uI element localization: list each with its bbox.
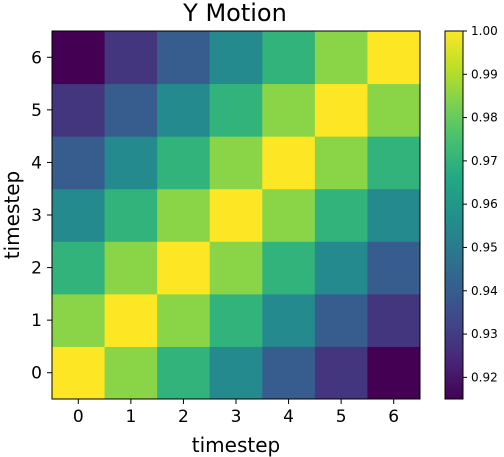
x-tick-label: 5 <box>336 407 347 427</box>
y-tick-label: 3 <box>31 206 42 226</box>
heatmap-cell <box>367 188 421 242</box>
y-tick-label: 0 <box>31 364 42 384</box>
heatmap-cell <box>367 31 421 85</box>
heatmap-cell <box>157 31 211 85</box>
heatmap-cell <box>157 188 211 242</box>
y-tick-label: 2 <box>31 259 42 279</box>
heatmap-cell <box>367 83 421 137</box>
heatmap-cell <box>262 293 316 347</box>
colorbar-tick-label: 0.99 <box>471 67 498 81</box>
heatmap-cell <box>209 346 263 400</box>
y-tick-label: 1 <box>31 311 42 331</box>
chart-title: Y Motion <box>182 0 287 27</box>
heatmap-cell <box>314 293 368 347</box>
y-axis-ticks: 0 1 2 3 4 5 6 <box>31 48 52 384</box>
colorbar-tick-label: 0.97 <box>471 154 498 168</box>
heatmap-cell <box>314 241 368 295</box>
heatmap-cell <box>314 83 368 137</box>
heatmap-cell <box>157 293 211 347</box>
x-tick-label: 0 <box>73 407 84 427</box>
heatmap-cell <box>262 136 316 190</box>
heatmap-cell <box>104 31 158 85</box>
x-tick-label: 1 <box>125 407 136 427</box>
heatmap-cell <box>209 31 263 85</box>
y-tick-label: 6 <box>31 48 42 68</box>
colorbar-ticks: 0.92 0.93 0.94 0.95 0.96 0.97 0.98 0.99 1.00 <box>463 24 498 384</box>
heatmap-cell <box>52 188 106 242</box>
heatmap-cell <box>52 293 106 347</box>
y-axis-label: timestep <box>0 171 24 259</box>
heatmap-cell <box>52 346 106 400</box>
heatmap-cell <box>209 293 263 347</box>
heatmap-cell <box>157 241 211 295</box>
heatmap-cell <box>367 346 421 400</box>
x-tick-label: 2 <box>178 407 189 427</box>
heatmap-cell <box>209 241 263 295</box>
heatmap-cell <box>104 241 158 295</box>
x-axis-ticks: 0 1 2 3 4 5 6 <box>73 399 399 427</box>
colorbar-tick-label: 0.92 <box>471 370 498 384</box>
heatmap-cell <box>52 31 106 85</box>
colorbar-tick-label: 0.95 <box>471 240 498 254</box>
heatmap-cell <box>314 346 368 400</box>
heatmap-cell <box>262 241 316 295</box>
colorbar-tick-label: 0.96 <box>471 197 498 211</box>
colorbar-tick-label: 0.98 <box>471 111 498 125</box>
x-tick-label: 3 <box>231 407 242 427</box>
heatmap-cell <box>367 241 421 295</box>
heatmap-cell <box>52 83 106 137</box>
y-tick-label: 4 <box>31 153 42 173</box>
heatmap-cell <box>209 136 263 190</box>
heatmap-cell <box>209 188 263 242</box>
x-tick-label: 6 <box>388 407 399 427</box>
heatmap-cell <box>314 136 368 190</box>
colorbar-gradient <box>444 30 464 400</box>
heatmap-cell <box>104 136 158 190</box>
x-axis-label: timestep <box>192 433 280 457</box>
heatmap-cell <box>104 293 158 347</box>
heatmap-cell <box>157 83 211 137</box>
heatmap-cell <box>157 346 211 400</box>
heatmap-cell <box>209 83 263 137</box>
heatmap-cell <box>262 188 316 242</box>
heatmap-cell <box>262 31 316 85</box>
colorbar-tick-label: 0.94 <box>471 284 498 298</box>
heatmap-cell <box>262 346 316 400</box>
heatmap-cell <box>367 136 421 190</box>
colorbar-tick-label: 0.93 <box>471 327 498 341</box>
heatmap-cell <box>314 31 368 85</box>
heatmap-cell <box>262 83 316 137</box>
heatmap-cells <box>52 31 421 400</box>
heatmap-cell <box>367 293 421 347</box>
colorbar-tick-label: 1.00 <box>471 24 498 38</box>
heatmap-cell <box>314 188 368 242</box>
heatmap-cell <box>52 136 106 190</box>
colorbar: 0.92 0.93 0.94 0.95 0.96 0.97 0.98 0.99 1.00 <box>444 24 498 400</box>
heatmap-cell <box>52 241 106 295</box>
x-tick-label: 4 <box>283 407 294 427</box>
heatmap-cell <box>157 136 211 190</box>
y-tick-label: 5 <box>31 101 42 121</box>
heatmap-cell <box>104 346 158 400</box>
heatmap-cell <box>104 188 158 242</box>
heatmap-cell <box>104 83 158 137</box>
